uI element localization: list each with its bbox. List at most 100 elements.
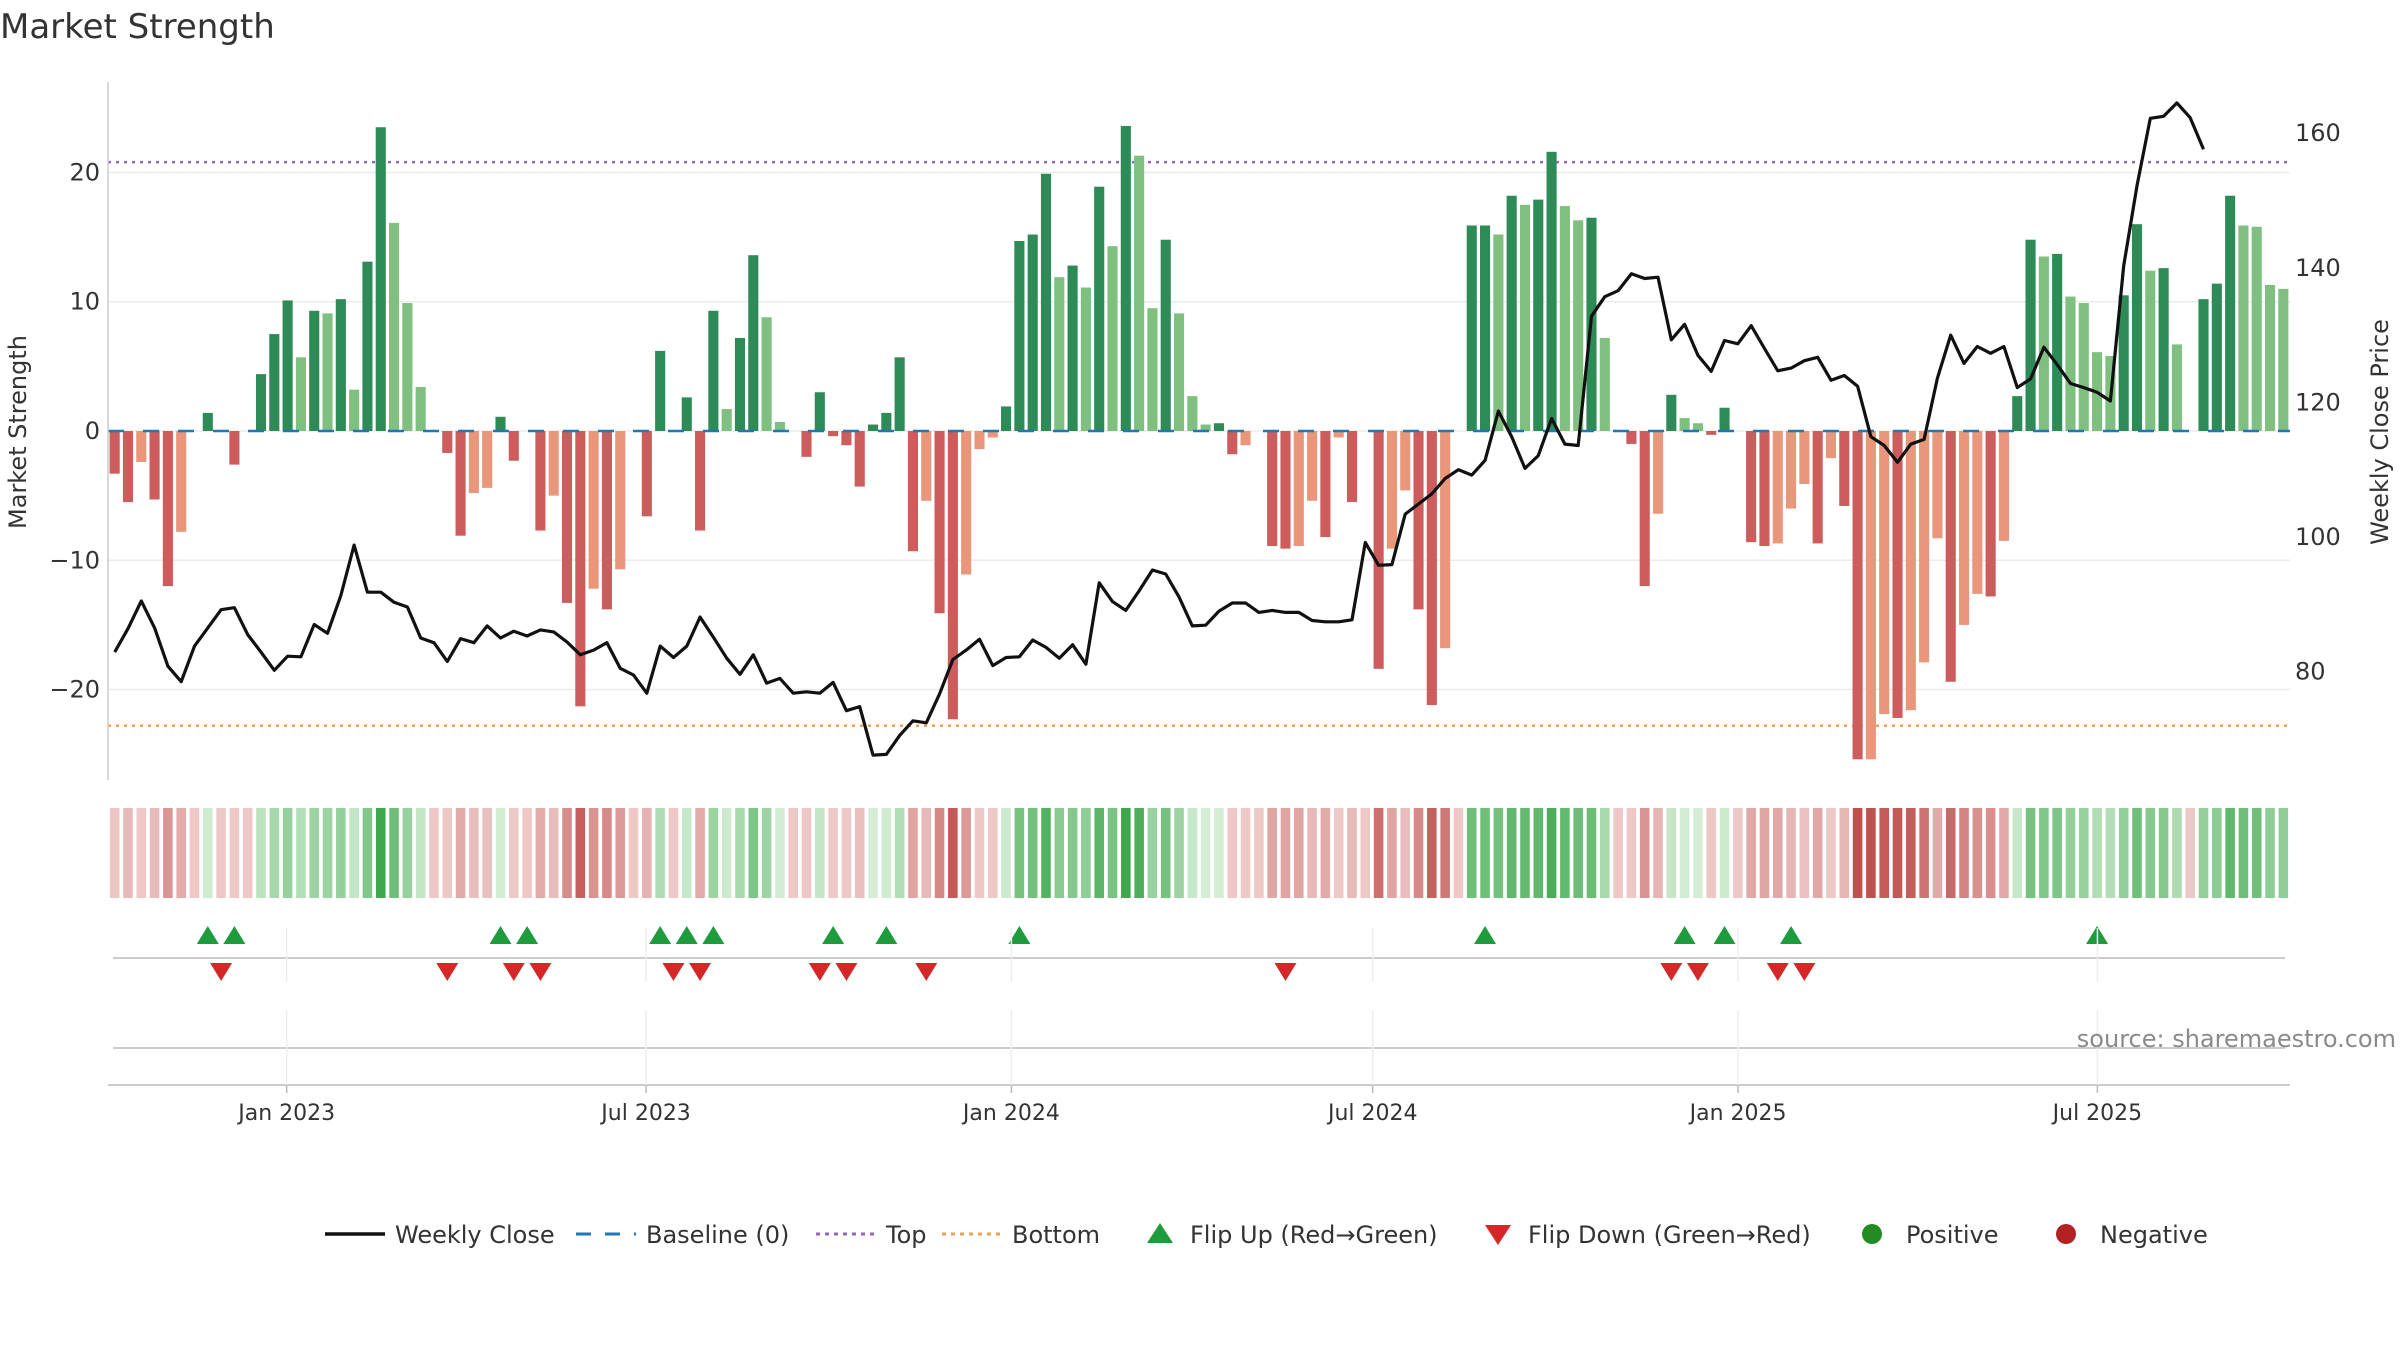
strength-bar	[1839, 431, 1850, 506]
legend-tri-down-swatch	[1485, 1225, 1511, 1245]
heat-cell	[2078, 808, 2089, 898]
heat-cell	[1041, 808, 1051, 898]
heat-cell	[1892, 808, 1903, 898]
right-tick-label: 140	[2295, 254, 2341, 282]
heat-cell	[415, 808, 426, 898]
heat-cell	[1240, 808, 1251, 898]
x-tick-label: Jul 2023	[599, 1101, 691, 1126]
strength-bar	[1852, 431, 1863, 760]
heat-cell	[921, 808, 932, 898]
heat-cell	[2251, 808, 2262, 898]
strength-bar	[1293, 431, 1304, 547]
strength-bar	[1373, 431, 1384, 669]
left-axis-label: Market Strength	[4, 335, 32, 529]
heat-cell	[602, 808, 612, 898]
heat-cell	[296, 808, 306, 898]
strength-bar	[1546, 151, 1557, 432]
flip-down-marker	[1686, 963, 1709, 981]
strength-bar	[1559, 206, 1570, 431]
strength-bar	[1120, 125, 1131, 431]
strength-bar	[1985, 431, 1996, 597]
left-tick-label: −20	[49, 676, 100, 704]
strength-bar	[1759, 431, 1770, 547]
strength-bar	[695, 431, 706, 531]
heat-cell	[708, 808, 719, 898]
strength-bar	[1652, 431, 1664, 514]
strength-bar	[575, 431, 586, 707]
heat-cell	[1746, 808, 1756, 898]
strength-bar	[1173, 313, 1185, 431]
strength-bar	[761, 317, 772, 431]
flip-up-marker	[875, 926, 898, 944]
left-tick-label: 0	[85, 417, 100, 445]
strength-bar	[2251, 226, 2262, 431]
strength-bar	[801, 431, 812, 457]
strength-bar	[2211, 283, 2222, 431]
strength-bar	[2118, 295, 2129, 431]
strength-bar	[1400, 431, 1411, 491]
heat-cell	[1107, 808, 1118, 898]
strength-bar	[1666, 394, 1677, 431]
heat-cell	[2012, 808, 2023, 898]
strength-bar	[162, 431, 173, 587]
heat-cell	[163, 808, 173, 898]
strength-bar	[1054, 277, 1065, 431]
strength-bar	[1972, 431, 1983, 594]
heat-cell	[229, 808, 240, 898]
strength-bar	[1040, 173, 1052, 431]
heat-cell	[721, 808, 732, 898]
heat-cell	[1413, 808, 1424, 898]
strength-bar	[2278, 288, 2289, 431]
heat-cell	[1972, 808, 1983, 898]
heat-cell	[2238, 808, 2249, 898]
empty-bottom-panel	[108, 1047, 2290, 1086]
heat-cell	[2158, 808, 2169, 898]
heat-cell	[868, 808, 878, 898]
heat-cell	[1506, 808, 1517, 898]
heat-cell	[242, 808, 253, 898]
flip-up-marker	[649, 926, 672, 944]
right-tick-label: 120	[2295, 388, 2341, 416]
right-tick-label: 160	[2295, 119, 2341, 147]
heat-cell	[1466, 808, 1477, 898]
legend-label: Weekly Close	[395, 1221, 555, 1249]
strength-bar	[881, 412, 892, 431]
flip-down-marker	[210, 963, 233, 981]
heat-cell	[1679, 808, 1690, 898]
strength-bar	[2038, 256, 2049, 431]
strength-bar	[867, 424, 879, 431]
strength-bar	[1067, 265, 1078, 431]
strength-bar	[1001, 406, 1012, 431]
strength-bar	[934, 431, 945, 614]
heat-cell	[2132, 808, 2142, 898]
strength-bar	[2131, 224, 2143, 431]
heat-cell	[1959, 808, 1969, 898]
heat-cell	[1906, 808, 1916, 898]
heat-cell	[1067, 808, 1078, 898]
strength-bar	[2225, 195, 2236, 431]
heat-cell	[1733, 808, 1743, 898]
heat-cell	[735, 808, 745, 898]
heat-cell	[1001, 808, 1011, 898]
flip-up-marker	[1713, 926, 1736, 944]
flip-down-marker	[1660, 963, 1683, 981]
strength-bar	[415, 387, 426, 431]
heat-cell	[2105, 808, 2116, 898]
strength-bar	[495, 416, 506, 431]
strength-bar	[907, 431, 919, 552]
flip-up-marker	[1780, 926, 1803, 944]
strength-bar	[402, 303, 413, 431]
heat-cell	[1121, 808, 1131, 898]
heat-cell	[189, 808, 200, 898]
strength-bar	[1200, 424, 1211, 431]
heat-cell	[1373, 808, 1384, 898]
heat-cell	[1160, 808, 1171, 898]
heat-cell	[269, 808, 280, 898]
heat-cell	[575, 808, 586, 898]
threshold-lines	[108, 160, 2290, 727]
heat-cell	[2145, 808, 2156, 898]
strength-bar	[388, 222, 400, 431]
heat-cell	[854, 808, 865, 898]
strength-bar	[1493, 234, 1504, 431]
strength-bar	[1187, 396, 1198, 431]
